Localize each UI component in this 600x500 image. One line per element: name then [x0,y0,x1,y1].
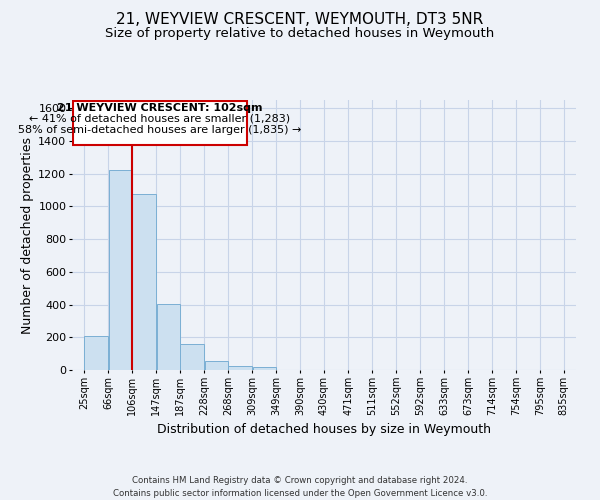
X-axis label: Distribution of detached houses by size in Weymouth: Distribution of detached houses by size … [157,424,491,436]
FancyBboxPatch shape [73,101,247,145]
Text: Size of property relative to detached houses in Weymouth: Size of property relative to detached ho… [106,28,494,40]
Bar [205,361,228,370]
Bar [109,170,132,370]
Bar [253,366,276,370]
Bar [133,194,156,370]
Bar [85,336,108,370]
Text: 58% of semi-detached houses are larger (1,835) →: 58% of semi-detached houses are larger (… [18,124,301,134]
Text: ← 41% of detached houses are smaller (1,283): ← 41% of detached houses are smaller (1,… [29,114,290,124]
Bar [181,344,204,370]
Text: 21, WEYVIEW CRESCENT, WEYMOUTH, DT3 5NR: 21, WEYVIEW CRESCENT, WEYMOUTH, DT3 5NR [116,12,484,28]
Bar [228,366,252,370]
Text: Contains public sector information licensed under the Open Government Licence v3: Contains public sector information licen… [113,489,487,498]
Text: 21 WEYVIEW CRESCENT: 102sqm: 21 WEYVIEW CRESCENT: 102sqm [57,104,263,114]
Bar [157,304,180,370]
Y-axis label: Number of detached properties: Number of detached properties [21,136,34,334]
Text: Contains HM Land Registry data © Crown copyright and database right 2024.: Contains HM Land Registry data © Crown c… [132,476,468,485]
